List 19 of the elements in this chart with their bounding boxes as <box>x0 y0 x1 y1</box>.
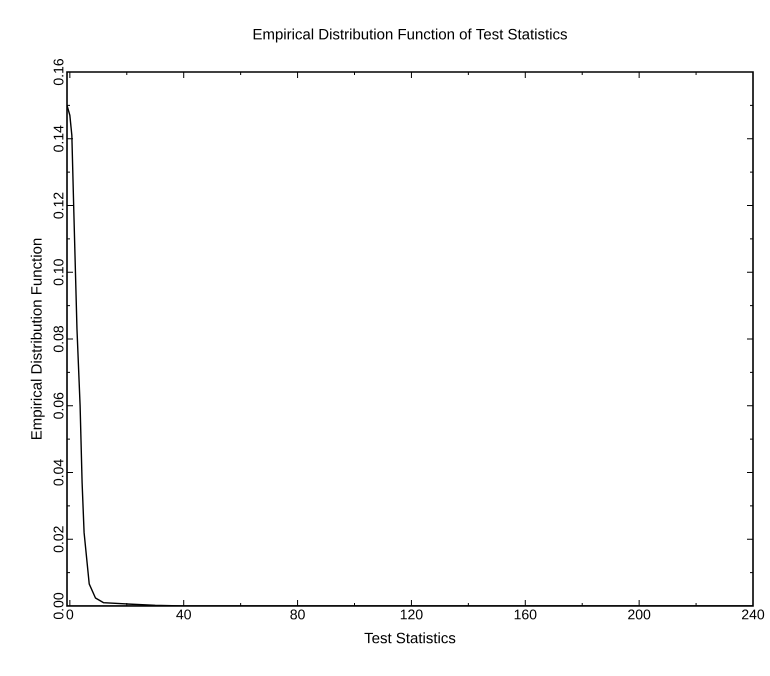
y-tick-label: 0.06 <box>54 392 64 419</box>
x-axis-title: Test Statistics <box>364 632 456 644</box>
y-tick-label: 0.00 <box>54 592 64 620</box>
x-tick-label: 160 <box>514 610 536 620</box>
chart-title: Empirical Distribution Function of Test Statistics <box>254 28 567 42</box>
y-tick-label: 0.08 <box>54 326 64 352</box>
y-tick-label: 0.10 <box>54 259 64 286</box>
x-tick-label: 200 <box>628 610 650 620</box>
y-tick-label: 0.04 <box>54 459 64 486</box>
x-tick-label: 0 <box>66 610 74 620</box>
x-tick-label: 240 <box>742 610 764 620</box>
x-tick-label: 80 <box>290 610 305 620</box>
y-tick-label: 0.12 <box>54 192 64 219</box>
y-tick-label: 0.16 <box>54 58 64 86</box>
y-axis-title: Empirical Distribution Function <box>30 238 45 440</box>
y-tick-label: 0.02 <box>54 526 64 552</box>
x-tick-label: 40 <box>176 610 191 620</box>
y-tick-label: 0.14 <box>54 126 64 152</box>
x-tick-label: 120 <box>400 610 423 620</box>
